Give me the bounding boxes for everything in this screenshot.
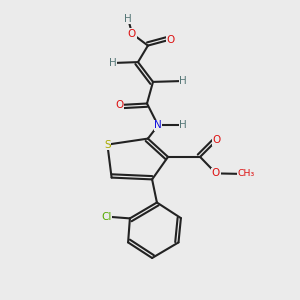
Text: Cl: Cl [101, 212, 112, 222]
Text: S: S [104, 140, 111, 150]
Text: O: O [115, 100, 124, 110]
Text: H: H [124, 14, 132, 24]
Text: O: O [128, 28, 136, 39]
Text: H: H [179, 76, 187, 86]
Text: O: O [212, 135, 221, 146]
Text: O: O [212, 168, 220, 178]
Text: H: H [109, 58, 116, 68]
Text: N: N [154, 120, 162, 130]
Text: O: O [166, 34, 174, 45]
Text: H: H [179, 120, 187, 130]
Text: CH₃: CH₃ [237, 169, 255, 178]
